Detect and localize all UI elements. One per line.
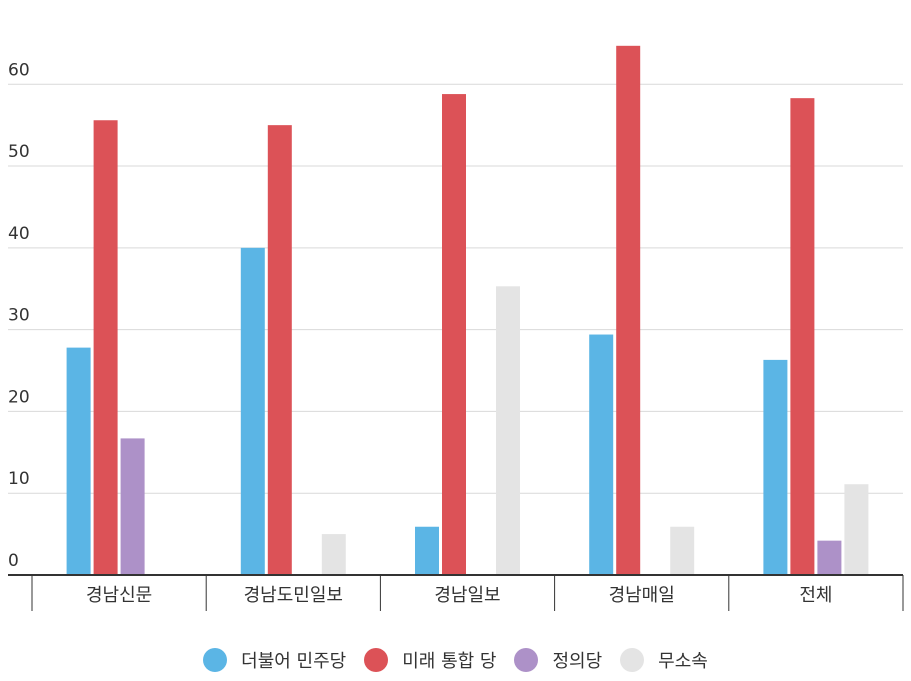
legend-label: 정의당 <box>552 651 603 672</box>
legend-swatch <box>514 648 539 672</box>
bar <box>616 45 641 575</box>
bar <box>442 94 466 575</box>
y-axis-ticks: 0 10 20 30 40 50 60 <box>8 60 30 571</box>
bar <box>240 247 265 575</box>
x-tick-label: 전체 <box>799 585 832 606</box>
bar <box>817 540 842 575</box>
y-tick-label: 50 <box>8 142 30 162</box>
y-tick-label: 10 <box>8 469 30 489</box>
bars <box>66 45 869 576</box>
bar <box>321 534 346 575</box>
x-tick-label: 경남일보 <box>434 585 500 606</box>
legend: 더불어 민주당 미래 통합 당 정의당 무소속 <box>0 640 911 680</box>
bar <box>844 484 869 575</box>
bar <box>120 438 145 575</box>
bar <box>670 526 695 575</box>
x-tick-label: 경남매일 <box>609 585 675 606</box>
y-tick-label: 30 <box>8 306 30 326</box>
y-tick-label: 0 <box>8 551 19 571</box>
legend-swatch <box>620 648 645 672</box>
bar <box>93 120 118 575</box>
bar <box>415 526 439 575</box>
legend-label: 미래 통합 당 <box>402 651 497 672</box>
legend-item: 무소속 <box>620 647 708 673</box>
legend-swatch <box>203 648 228 672</box>
bar <box>66 347 91 575</box>
bar <box>496 286 520 575</box>
bar <box>763 359 788 575</box>
legend-item: 정의당 <box>514 647 602 673</box>
y-tick-label: 60 <box>8 60 30 80</box>
legend-label: 더불어 민주당 <box>241 651 347 672</box>
legend-label: 무소속 <box>658 651 708 672</box>
x-axis: 경남신문 경남도민일보 경남일보 경남매일 전체 <box>8 574 904 611</box>
bar <box>790 98 815 576</box>
x-tick-label: 경남도민일보 <box>244 585 343 606</box>
legend-item: 더불어 민주당 <box>203 647 346 673</box>
bar-chart: 0 10 20 30 40 50 60 경남신문 경남도민일보 경남일보 경남매일 전체 <box>8 45 904 611</box>
legend-swatch <box>364 648 389 672</box>
legend-item: 미래 통합 당 <box>364 647 496 673</box>
x-tick-label: 경남신문 <box>86 585 152 606</box>
bar <box>267 125 292 575</box>
y-tick-label: 40 <box>8 224 30 244</box>
y-tick-label: 20 <box>8 387 30 407</box>
bar <box>589 334 614 575</box>
